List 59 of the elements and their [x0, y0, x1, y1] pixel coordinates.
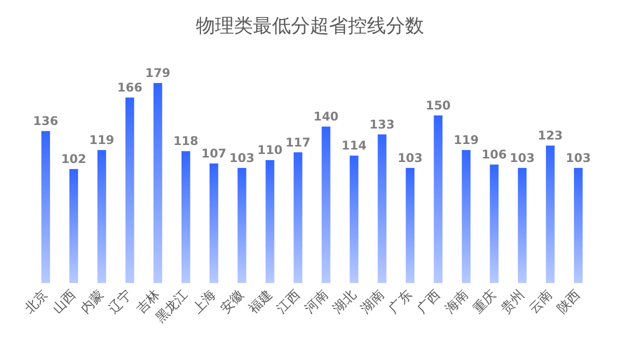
- x-tick-label: 湖北: [330, 288, 360, 317]
- x-tick-label: 贵州: [498, 288, 528, 317]
- bar: [266, 160, 274, 283]
- bar: [462, 150, 471, 283]
- data-label: 119: [89, 133, 114, 148]
- bar: [125, 98, 134, 283]
- bar: [294, 152, 302, 283]
- data-label: 133: [370, 117, 395, 132]
- x-tick-label: 重庆: [470, 288, 500, 317]
- x-tick-label: 海南: [442, 288, 472, 317]
- bar: [378, 134, 386, 283]
- bar: [406, 168, 414, 283]
- bar: [41, 131, 50, 283]
- bar: [238, 168, 246, 283]
- bar: [182, 151, 190, 283]
- bar: [69, 169, 78, 283]
- x-tick-label: 云南: [526, 288, 556, 317]
- x-tick-label: 河南: [302, 288, 332, 317]
- data-label: 140: [313, 110, 339, 124]
- data-label: 103: [510, 150, 535, 165]
- bar: [97, 150, 106, 283]
- data-label: 150: [426, 98, 451, 112]
- data-label: 118: [173, 134, 198, 148]
- bar: [210, 163, 218, 283]
- x-tick-label: 福建: [246, 288, 276, 317]
- data-label: 114: [342, 138, 367, 153]
- data-label: 119: [454, 133, 479, 148]
- x-tick-label: 内蒙: [78, 288, 108, 317]
- x-tick-label: 江西: [274, 288, 304, 317]
- data-label: 107: [201, 146, 226, 160]
- x-tick-label: 辽宁: [105, 287, 136, 317]
- data-label: 103: [566, 150, 591, 165]
- data-label: 166: [117, 80, 142, 95]
- data-label: 110: [257, 143, 282, 158]
- data-label: 103: [229, 150, 254, 165]
- data-label: 106: [482, 148, 507, 162]
- data-label: 123: [538, 128, 563, 143]
- x-tick-label: 北京: [22, 288, 52, 317]
- bar: [350, 156, 358, 283]
- x-tick-label: 山西: [50, 288, 80, 317]
- x-tick-label: 陕西: [554, 288, 584, 317]
- x-tick-label: 广东: [386, 288, 416, 317]
- x-tick-label: 安徽: [218, 287, 248, 317]
- bar: [153, 83, 162, 283]
- bar: [434, 115, 442, 283]
- chart-title: 物理类最低分超省控线分数: [196, 15, 424, 37]
- x-tick-label: 广西: [414, 288, 444, 317]
- bar: [518, 168, 527, 283]
- bar: [574, 168, 583, 283]
- bar: [546, 146, 555, 283]
- data-label: 117: [285, 135, 311, 150]
- bar: [322, 126, 330, 283]
- bar: [490, 164, 499, 283]
- data-label: 136: [33, 114, 58, 128]
- data-label: 102: [61, 152, 86, 166]
- x-tick-label: 上海: [190, 288, 220, 317]
- data-label: 103: [398, 150, 423, 165]
- data-label: 179: [145, 66, 170, 80]
- x-tick-label: 湖南: [358, 288, 388, 317]
